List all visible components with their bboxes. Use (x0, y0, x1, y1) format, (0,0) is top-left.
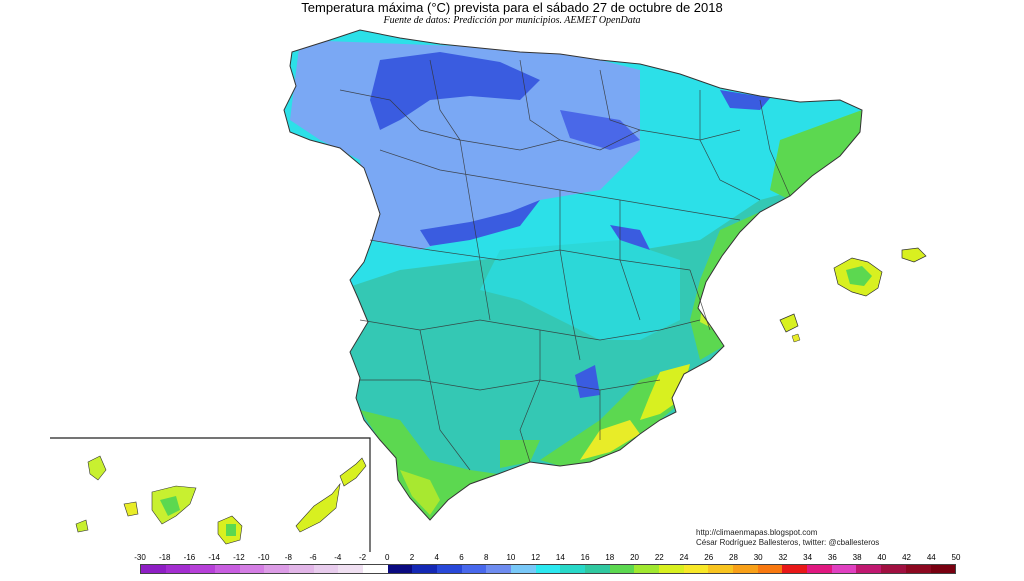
legend-swatch (511, 565, 536, 573)
credits-author: César Rodríguez Ballesteros, twitter: @c… (696, 538, 880, 547)
legend-swatch (486, 565, 512, 573)
legend-label: 40 (877, 553, 887, 562)
legend-swatch (239, 565, 265, 573)
legend-swatch (757, 565, 783, 573)
legend-label: 28 (729, 553, 738, 562)
legend-label: -2 (358, 553, 367, 562)
legend-swatch (881, 565, 906, 573)
legend-label: -18 (158, 553, 171, 562)
map-title: Temperatura máxima (°C) prevista para el… (301, 0, 723, 15)
legend-label: 14 (555, 553, 565, 562)
legend-swatch (585, 565, 610, 573)
legend-label: 30 (753, 553, 763, 562)
legend-label: 22 (654, 553, 664, 562)
legend-label: -6 (309, 553, 317, 562)
legend-label: 24 (679, 553, 689, 562)
legend-swatch (856, 565, 882, 573)
legend-swatch (782, 565, 808, 573)
legend-label: -8 (284, 553, 292, 562)
legend-label: -10 (257, 553, 270, 562)
credits: http://climaenmapas.blogspot.com César R… (696, 528, 879, 548)
legend-swatch (141, 565, 166, 573)
canary-islands-inset (50, 437, 371, 552)
legend-label: 12 (531, 553, 541, 562)
legend-labels: -30 -18 -16 -14 -12 -10 -8 -6 -4 -2 0 2 4 6 8 10 12 14 16 1… (130, 553, 960, 563)
legend-label: -4 (334, 553, 342, 562)
legend-swatch (264, 565, 290, 573)
legend-swatch (387, 565, 413, 573)
province-borders (339, 59, 791, 471)
legend-swatch (659, 565, 684, 573)
legend-swatch (634, 565, 660, 573)
legend-label: 50 (951, 553, 961, 562)
balearic-islands (779, 247, 927, 343)
legend-swatch (363, 565, 388, 573)
legend-swatch (807, 565, 832, 573)
legend-label: 44 (926, 553, 936, 562)
legend-bar (140, 564, 956, 574)
legend-swatch (412, 565, 438, 573)
legend-label: 6 (459, 553, 464, 562)
legend-swatch (165, 565, 191, 573)
legend-swatch (560, 565, 586, 573)
legend-swatch (708, 565, 734, 573)
color-legend: -30 -18 -16 -14 -12 -10 -8 -6 -4 -2 0 2 4 6 8 10 12 14 16 1… (130, 553, 960, 576)
legend-swatch (437, 565, 462, 573)
legend-label: 20 (630, 553, 639, 562)
legend-label: -14 (208, 553, 220, 562)
legend-swatch (609, 565, 635, 573)
legend-label: 4 (434, 553, 439, 562)
credits-url[interactable]: http://climaenmapas.blogspot.com (696, 528, 818, 537)
legend-swatch (461, 565, 487, 573)
legend-swatch (190, 565, 216, 573)
legend-label: 32 (778, 553, 788, 562)
legend-label: -12 (233, 553, 245, 562)
legend-swatch (831, 565, 857, 573)
legend-swatch (683, 565, 709, 573)
legend-label: 34 (803, 553, 813, 562)
legend-label: 18 (605, 553, 615, 562)
map-subtitle: Fuente de datos: Predicción por municipi… (383, 15, 641, 26)
legend-label: 36 (827, 553, 837, 562)
legend-swatch (215, 565, 240, 573)
legend-swatch (733, 565, 758, 573)
legend-swatch (289, 565, 314, 573)
legend-label: 2 (409, 553, 415, 562)
legend-label: 38 (852, 553, 862, 562)
legend-label: 0 (385, 553, 390, 562)
legend-swatch (338, 565, 364, 573)
legend-label: 16 (580, 553, 590, 562)
legend-swatch (930, 565, 956, 573)
legend-label: -30 (134, 553, 146, 562)
legend-swatch (535, 565, 561, 573)
legend-label: -16 (183, 553, 196, 562)
peninsula (283, 29, 863, 521)
legend-swatch (905, 565, 931, 573)
legend-label: 42 (902, 553, 911, 562)
legend-label: 8 (483, 553, 489, 562)
legend-label: 26 (704, 553, 714, 562)
legend-swatch (313, 565, 339, 573)
legend-label: 10 (506, 553, 516, 562)
